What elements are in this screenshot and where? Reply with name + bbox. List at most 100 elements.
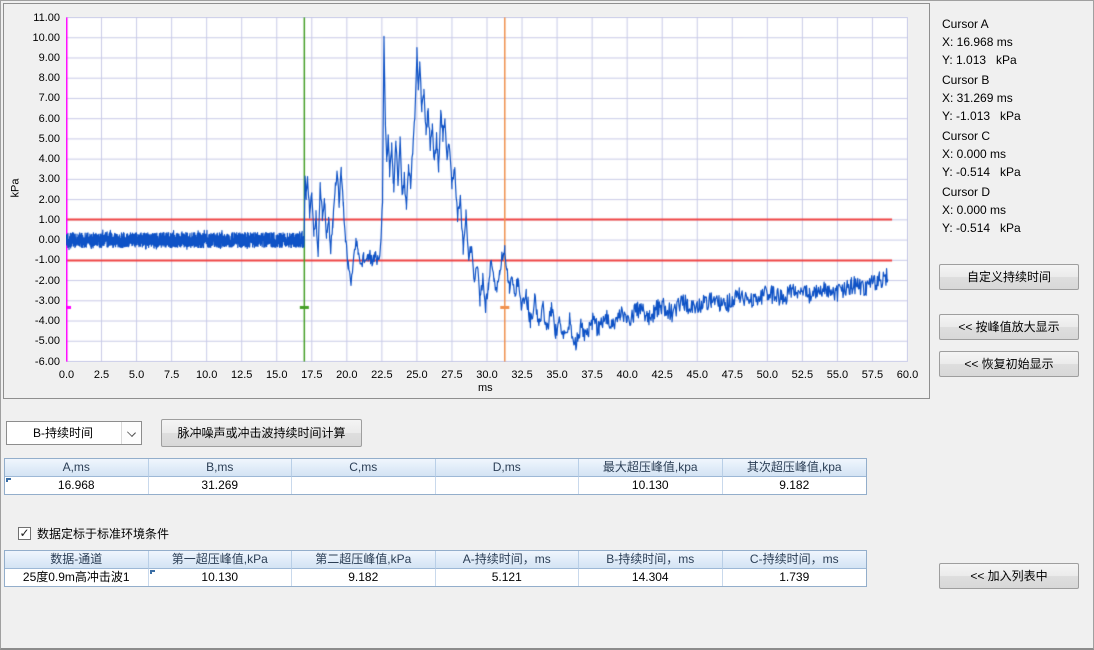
x-tick-label: 57.5 [861,369,884,381]
table-cell[interactable]: 31.269 [149,477,292,494]
x-tick-label: 0.0 [58,369,75,381]
cursor-results-table: A,ms B,ms C,ms D,ms 最大超压峰值,kpa 其次超压峰值,kp… [4,458,867,495]
y-tick-label: 7.00 [38,92,60,105]
x-tick-label: 20.0 [336,369,358,381]
y-tick-label: 6.00 [38,112,60,125]
x-tick-label: 10.0 [195,369,218,381]
x-tick-label: 27.5 [441,369,463,381]
column-header[interactable]: D,ms [435,459,579,477]
x-tick-label: 30.0 [476,369,498,381]
x-tick-label: 2.5 [93,369,110,381]
cursor-c-x: X: 0.000 ms [942,147,1007,161]
x-tick-label: 22.5 [371,369,393,381]
channel-results-table: 数据-通道 第一超压峰值,kPa 第二超压峰值,kPa A-持续时间，ms B-… [4,550,867,587]
x-tick-label: 12.5 [230,369,253,381]
cursor-c-y: Y: -0.514 kPa [942,165,1021,179]
standard-env-checkbox[interactable]: ✓ 数据定标于标准环境条件 [18,525,169,541]
x-tick-label: 35.0 [546,369,568,381]
x-tick-label: 32.5 [511,369,533,381]
x-tick-label: 15.0 [266,369,288,381]
y-tick-label: 0.00 [38,234,60,247]
y-tick-label: 5.00 [38,132,60,145]
y-tick-label: -2.00 [34,274,60,287]
column-header[interactable]: B,ms [148,459,292,477]
x-tick-label: 25.0 [406,369,428,381]
x-tick-label: 7.5 [163,369,180,381]
table-cell[interactable]: 10.130 [579,477,723,494]
y-tick-label: -3.00 [34,294,60,307]
x-tick-label: 47.5 [721,369,743,381]
x-tick-label: 42.5 [651,369,673,381]
y-axis-title: kPa [9,178,22,198]
checkbox-label: 数据定标于标准环境条件 [37,526,170,541]
x-tick-label: 37.5 [581,369,603,381]
column-header[interactable]: C,ms [292,459,436,477]
cursor-d-readout: Cursor D X: 0.000 ms Y: -0.514 kPa [942,183,1092,237]
checkbox-check-icon[interactable]: ✓ [18,525,31,540]
table-cell[interactable]: 10.130 [149,569,292,586]
table-cell[interactable]: 14.304 [579,569,723,586]
column-header[interactable]: 最大超压峰值,kpa [579,459,723,477]
column-header[interactable]: 其次超压峰值,kpa [722,459,866,477]
x-axis-title: ms [478,382,493,394]
table-cell[interactable] [292,477,436,494]
custom-duration-button[interactable]: 自定义持续时间 [939,264,1079,290]
cursor-d-x: X: 0.000 ms [942,203,1007,217]
y-tick-label: -4.00 [34,315,60,328]
cursor-b-x: X: 31.269 ms [942,91,1013,105]
table-cell[interactable]: 9.182 [292,569,436,586]
column-header[interactable]: A,ms [5,459,149,477]
table-row: 16.968 31.269 10.130 9.182 [5,477,866,494]
y-tick-label: 11.00 [33,11,60,24]
add-to-list-button[interactable]: << 加入列表中 [939,563,1079,589]
cursor-a-title: Cursor A [942,17,989,31]
x-tick-label: 55.0 [826,369,849,381]
table-cell[interactable]: 25度0.9m高冲击波1 [5,569,149,586]
column-header[interactable]: C-持续时间，ms [722,551,866,569]
cursor-b-y: Y: -1.013 kPa [942,109,1021,123]
y-tick-label: 8.00 [38,72,60,85]
column-header[interactable]: 第二超压峰值,kPa [292,551,436,569]
y-tick-label: 10.00 [32,31,60,44]
cursor-c-readout: Cursor C X: 0.000 ms Y: -0.514 kPa [942,127,1092,181]
table-cell[interactable]: 1.739 [779,570,810,584]
y-tick-label: 3.00 [38,173,60,186]
column-header[interactable]: 数据-通道 [5,551,149,569]
dropdown-arrow-button[interactable] [121,422,141,444]
cursor-a-x: X: 16.968 ms [942,35,1013,49]
column-header[interactable]: A-持续时间，ms [435,551,579,569]
calc-duration-button[interactable]: 脉冲噪声或冲击波持续时间计算 [161,419,362,447]
cursor-b-title: Cursor B [942,73,990,87]
chart-panel: 11.00 10.00 9.00 8.00 7.00 6.00 5.00 4.00 3.00 2.… [3,3,930,399]
waveform-plot[interactable] [66,17,908,362]
cursor-a-readout: Cursor A X: 16.968 ms Y: 1.013 kPa [942,15,1092,69]
x-tick-label: 5.0 [128,369,145,381]
restore-initial-button[interactable]: << 恢复初始显示 [939,351,1079,377]
table-cell[interactable] [436,477,579,494]
table-cell[interactable]: 9.182 [779,478,810,492]
y-tick-label: 1.00 [38,213,60,226]
cursor-d-title: Cursor D [942,185,991,199]
y-tick-label: -1.00 [34,254,60,267]
table-header-row: A,ms B,ms C,ms D,ms 最大超压峰值,kpa 其次超压峰值,kp… [5,459,866,477]
cursor-c-title: Cursor C [942,129,991,143]
x-tick-label: 50.0 [756,369,779,381]
x-tick-label: 40.0 [616,369,638,381]
y-tick-label: 2.00 [38,193,60,206]
table-cell[interactable]: 5.121 [436,569,579,586]
column-header[interactable]: 第一超压峰值,kPa [148,551,292,569]
cursor-d-y: Y: -0.514 kPa [942,221,1021,235]
column-header[interactable]: B-持续时间，ms [579,551,723,569]
duration-type-value: B-持续时间 [32,426,93,440]
x-tick-label: 60.0 [896,369,919,381]
zoom-to-peak-button[interactable]: << 按峰值放大显示 [939,314,1079,340]
table-row: 25度0.9m高冲击波1 10.130 9.182 5.121 14.304 1… [5,569,866,586]
cursor-a-y: Y: 1.013 kPa [942,53,1017,67]
chevron-down-icon [127,428,136,437]
cursor-b-readout: Cursor B X: 31.269 ms Y: -1.013 kPa [942,71,1092,125]
table-cell[interactable]: 16.968 [5,477,149,494]
cell-focus-mark [6,478,11,482]
duration-type-dropdown[interactable]: B-持续时间 [6,421,142,445]
y-tick-label: 9.00 [38,51,60,64]
